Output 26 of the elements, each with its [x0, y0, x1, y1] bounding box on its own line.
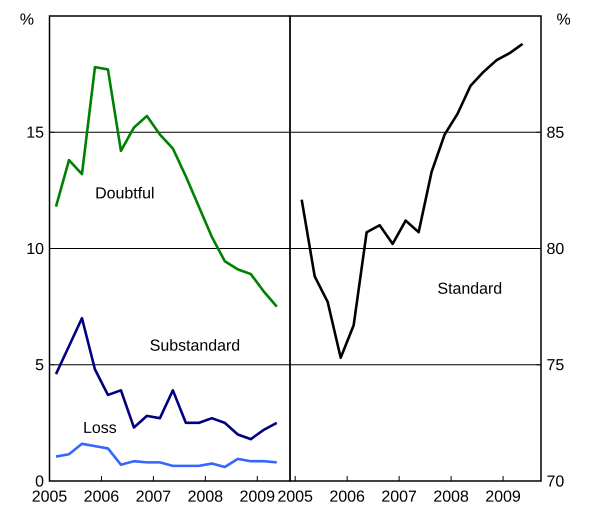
text: Standard — [438, 282, 502, 294]
y2-axis-title: % — [557, 13, 570, 25]
y2-tick-label: 70 — [547, 475, 564, 487]
x-tick-label: 2008 — [434, 490, 468, 502]
y-tick-label: 10 — [27, 242, 44, 254]
y-tick-label: 0 — [36, 475, 44, 487]
x-tick-label: 2009 — [486, 490, 520, 502]
line-series — [54, 66, 278, 308]
y2-tick-label: 80 — [547, 242, 564, 254]
x-tick-label: 2008 — [188, 490, 222, 502]
x-tick-label: 2007 — [136, 490, 170, 502]
x-tick-label: 2005 — [32, 490, 67, 502]
x-tick-label: 2005 — [278, 490, 312, 502]
y-tick-label: 15 — [27, 126, 44, 138]
series-label: Loss — [84, 422, 116, 434]
x-tick-label: 2009 — [240, 490, 274, 502]
x-tick-label: 2006 — [84, 490, 118, 502]
x-tick-label: 2006 — [330, 490, 364, 502]
line-series — [54, 316, 278, 440]
y2-tick-label: 85 — [547, 126, 564, 138]
x-tick-label: 2007 — [382, 490, 416, 502]
y2-tick-label: 75 — [547, 359, 564, 370]
text: Substandard — [150, 339, 240, 351]
y-tick-label: 5 — [36, 359, 44, 370]
y-axis-title: % — [20, 13, 34, 25]
series-label: Doubtful — [96, 186, 154, 199]
